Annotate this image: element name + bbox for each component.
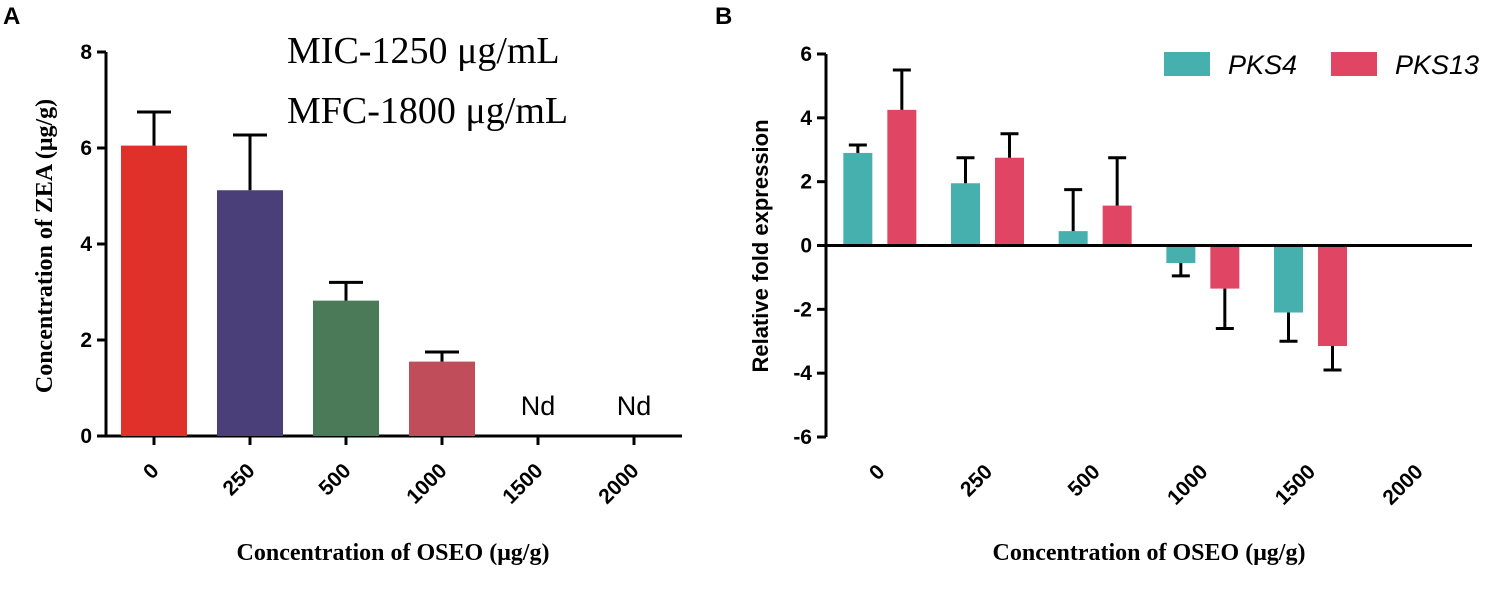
panel-b-bar-pks4 xyxy=(843,152,873,246)
panel-b-y-tick-label: -6 xyxy=(793,426,812,449)
panel-b-x-tick-label: 1500 xyxy=(1271,460,1320,509)
panel-b-x-tick-label: 0 xyxy=(865,460,890,485)
panel-a-y-tick-label: 2 xyxy=(80,329,92,352)
panel-b-bar-pks13 xyxy=(1210,245,1240,289)
panel-a-x-tick-label: 1500 xyxy=(498,459,547,508)
panel-b-bar-pks13 xyxy=(887,109,917,246)
panel-b-bar-pks4 xyxy=(1058,231,1088,246)
panel-b-x-tick-label: 1000 xyxy=(1163,460,1212,509)
panel-a-nd-label: Nd xyxy=(617,391,652,421)
panel-b-x-tick-label: 500 xyxy=(1064,460,1105,501)
panel-a-x-tick-label: 1000 xyxy=(402,459,451,508)
panel-b-y-tick-label: -4 xyxy=(793,362,812,385)
panel-b-bar-pks4 xyxy=(1274,245,1303,313)
panel-b-plot: -6 -4 -2 0 2 4 6 0 250 500 1000 1500 2000 xyxy=(793,43,1472,510)
panel-a-bar xyxy=(409,361,475,436)
panel-b-x-tick-label: 250 xyxy=(956,460,997,501)
panel-a-y-tick-label: 4 xyxy=(80,233,92,256)
panel-a-bar xyxy=(313,300,379,436)
panel-a-letter: A xyxy=(3,3,20,30)
panel-a-bar xyxy=(121,145,187,436)
panel-a-y-tick-label: 8 xyxy=(80,41,92,64)
panel-b-x-tick-label: 2000 xyxy=(1378,460,1427,509)
panel-a-x-tick-label: 0 xyxy=(139,459,164,484)
panel-b-bar-pks13 xyxy=(995,157,1024,246)
panel-b-y-tick-label: -2 xyxy=(793,298,812,321)
panel-a-y-tick-label: 6 xyxy=(80,137,92,160)
mfc-annotation: MFC-1800 μg/mL xyxy=(287,90,568,132)
panel-b-letter: B xyxy=(715,3,732,30)
panel-b-bar-pks4 xyxy=(951,183,980,246)
panel-b-y-tick-label: 6 xyxy=(800,43,812,66)
legend-swatch-pks13 xyxy=(1331,52,1377,76)
panel-b-y-tick-label: 4 xyxy=(800,107,812,130)
legend-label-pks4: PKS4 xyxy=(1228,50,1297,80)
mic-annotation: MIC-1250 μg/mL xyxy=(287,30,560,72)
panel-b-bar-pks13 xyxy=(1102,205,1132,246)
panel-a-x-tick-label: 500 xyxy=(314,459,355,500)
panel-a-x-axis-title: Concentration of OSEO (μg/g) xyxy=(237,540,550,566)
panel-a-y-axis-title: Concentration of ZEA (μg/g) xyxy=(32,99,58,393)
panel-a-y-tick-label: 0 xyxy=(80,425,92,448)
legend-label-pks13: PKS13 xyxy=(1395,50,1479,80)
panel-b-bar-pks4 xyxy=(1166,245,1196,264)
panel-b-y-axis-title: Relative fold expression xyxy=(748,119,773,372)
panel-a-plot: 0 2 4 6 8 0 250 500 1000 1500 Nd 2000 Nd xyxy=(80,41,682,509)
panel-a-bar xyxy=(217,190,283,436)
panel-a-x-tick-label: 2000 xyxy=(594,459,643,508)
panel-b-bar-pks13 xyxy=(1318,245,1347,347)
panel-b-x-axis-title: Concentration of OSEO (μg/g) xyxy=(993,540,1306,566)
panel-b-y-tick-label: 2 xyxy=(800,171,812,194)
panel-b-y-tick-label: 0 xyxy=(800,235,812,258)
panel-a-nd-label: Nd xyxy=(521,391,556,421)
legend-swatch-pks4 xyxy=(1164,52,1210,76)
panel-a-x-tick-label: 250 xyxy=(218,459,259,500)
